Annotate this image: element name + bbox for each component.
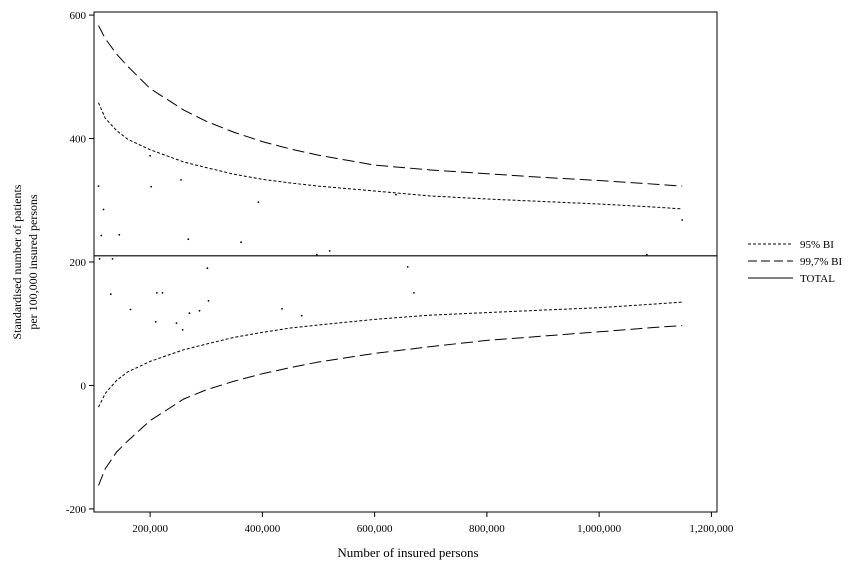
data-point [156,292,158,294]
x-axis-title: Number of insured persons [337,545,478,560]
x-tick-label: 1,200,000 [689,523,734,535]
data-point [100,234,103,237]
data-point [102,208,105,211]
data-point [681,219,684,221]
data-point [395,193,397,196]
y-axis-title-line-1: Standardised number of patients [10,184,24,339]
data-point [198,309,201,312]
data-point [149,154,152,157]
ci95-lower-line [98,301,683,408]
data-point [175,322,178,324]
data-point [207,300,210,302]
y-axis: -200 0 200 400 600 [66,10,94,516]
data-point [129,308,132,311]
y-tick-label: 600 [70,10,87,22]
data-points [97,154,684,331]
data-point [187,238,190,241]
legend-label: TOTAL [800,273,835,285]
data-point [206,267,209,270]
x-tick-label: 800,000 [469,523,505,535]
confidence-limit-lines [94,25,717,486]
data-point [161,292,164,294]
x-tick-label: 400,000 [245,523,281,535]
legend-label: 95% BI [800,239,834,251]
data-point [413,292,415,294]
data-point [328,250,331,252]
ci997-lower-line [98,325,683,486]
data-point [109,293,112,295]
y-axis-title-line-2: per 100,000 insured persons [26,194,40,330]
data-point [300,314,303,317]
y-tick-label: -200 [66,504,87,516]
x-axis: 200,000 400,000 600,000 800,000 1,000,000 1,2… [132,512,734,535]
data-point [181,329,184,331]
data-point [406,266,409,268]
data-point [188,312,191,315]
data-point [98,258,101,260]
ci95-upper-line [98,102,683,210]
y-tick-label: 0 [81,380,87,392]
plot-frame [93,11,718,513]
data-point [154,321,157,323]
x-tick-label: 600,000 [357,523,393,535]
legend: 95% BI 99,7% BI TOTAL [748,239,843,285]
data-point [645,253,648,256]
ci997-upper-line [98,25,683,187]
legend-label: 99,7% BI [800,256,843,268]
y-tick-label: 400 [70,134,87,146]
x-tick-label: 1,000,000 [577,523,622,535]
data-point [97,185,100,188]
data-point [180,179,182,181]
data-point [281,308,283,310]
y-tick-label: 200 [70,257,87,269]
data-point [111,258,114,260]
data-point [118,233,121,236]
x-tick-label: 200,000 [132,523,168,535]
data-point [315,253,318,256]
data-point [257,201,260,204]
data-point [150,185,153,188]
data-point [240,241,243,244]
